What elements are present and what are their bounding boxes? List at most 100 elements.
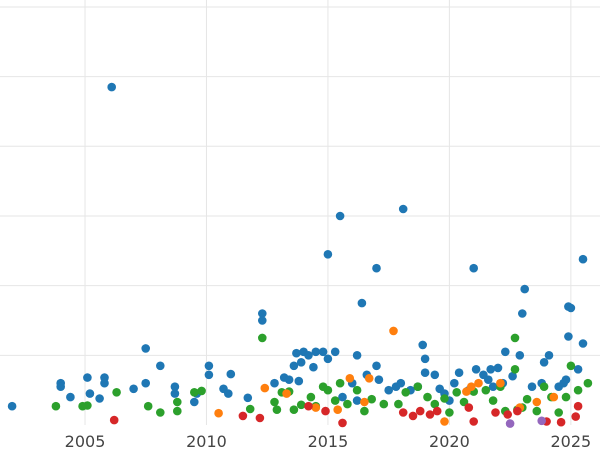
data-point xyxy=(454,368,464,378)
data-point xyxy=(566,303,576,313)
data-point xyxy=(95,394,104,403)
data-point xyxy=(420,354,430,364)
data-point xyxy=(488,382,498,392)
data-point xyxy=(335,378,345,388)
data-point xyxy=(360,397,369,407)
data-point xyxy=(255,413,265,423)
data-point xyxy=(270,397,279,407)
data-point xyxy=(143,401,153,411)
data-point xyxy=(190,397,199,407)
data-point xyxy=(258,316,267,325)
data-point xyxy=(445,408,454,417)
data-point xyxy=(270,378,279,388)
data-point xyxy=(56,382,65,392)
data-point xyxy=(83,373,92,382)
series-4 xyxy=(505,416,546,428)
data-point xyxy=(440,417,449,426)
data-point xyxy=(323,354,333,364)
data-point xyxy=(515,351,525,360)
data-point xyxy=(352,385,362,395)
data-point xyxy=(323,385,333,395)
data-point xyxy=(384,385,394,395)
data-point xyxy=(345,374,355,383)
data-point xyxy=(539,382,549,392)
data-point xyxy=(573,365,583,374)
data-point xyxy=(539,358,549,367)
data-point xyxy=(398,408,408,417)
data-point xyxy=(430,370,440,380)
data-point xyxy=(129,384,138,394)
data-point xyxy=(554,408,563,417)
points-layer xyxy=(7,82,593,428)
data-point xyxy=(321,406,330,416)
data-point xyxy=(415,406,425,416)
data-point xyxy=(318,347,328,357)
data-point xyxy=(289,405,299,415)
data-point xyxy=(238,411,248,421)
data-point xyxy=(532,397,542,407)
data-point xyxy=(556,417,566,427)
data-point xyxy=(510,365,520,374)
data-point xyxy=(352,396,362,405)
data-point xyxy=(338,418,347,428)
data-point xyxy=(7,401,17,411)
data-point xyxy=(109,415,119,425)
data-point xyxy=(204,370,214,380)
data-point xyxy=(304,401,313,411)
data-point xyxy=(226,369,236,379)
data-point xyxy=(374,375,384,385)
series-0 xyxy=(7,82,588,411)
data-point xyxy=(296,358,306,367)
data-point xyxy=(294,376,304,386)
data-point xyxy=(401,388,411,397)
data-point xyxy=(423,392,432,402)
data-point xyxy=(518,309,527,318)
data-point xyxy=(464,403,474,412)
data-point xyxy=(364,374,374,383)
data-point xyxy=(330,396,340,405)
data-point xyxy=(578,339,588,348)
data-point xyxy=(85,389,95,398)
data-point xyxy=(396,378,406,388)
data-point xyxy=(360,406,369,416)
data-point xyxy=(367,394,377,404)
data-point xyxy=(481,385,491,395)
data-point xyxy=(141,378,150,388)
data-point xyxy=(394,399,403,409)
data-point xyxy=(522,394,532,404)
data-point xyxy=(306,392,316,402)
data-point xyxy=(311,347,321,357)
x-tick-label: 2015 xyxy=(308,432,349,450)
data-point xyxy=(343,399,352,409)
data-point xyxy=(450,378,459,388)
data-point xyxy=(156,408,165,417)
data-point xyxy=(459,397,469,407)
x-tick-label: 2005 xyxy=(65,432,106,450)
data-point xyxy=(311,403,321,412)
data-point xyxy=(520,284,529,294)
data-point xyxy=(505,419,515,428)
data-point xyxy=(571,412,580,421)
data-point xyxy=(549,392,559,402)
data-point xyxy=(289,361,299,371)
data-point xyxy=(260,383,270,393)
data-point xyxy=(100,378,109,388)
data-point xyxy=(573,385,583,395)
data-point xyxy=(170,382,180,392)
data-point xyxy=(491,408,500,417)
data-point xyxy=(486,365,496,374)
data-point xyxy=(564,332,573,341)
data-point xyxy=(245,404,255,414)
x-tick-label: 2025 xyxy=(550,432,591,450)
data-point xyxy=(190,388,199,397)
data-point xyxy=(452,388,462,397)
data-point xyxy=(488,396,498,405)
data-point xyxy=(513,406,522,416)
data-point xyxy=(537,416,546,426)
data-point xyxy=(292,348,301,358)
data-point xyxy=(484,375,493,385)
data-point xyxy=(243,393,253,403)
x-tick-labels: 2005 2010 2015 2020 2025 xyxy=(65,432,592,450)
data-point xyxy=(156,361,165,371)
